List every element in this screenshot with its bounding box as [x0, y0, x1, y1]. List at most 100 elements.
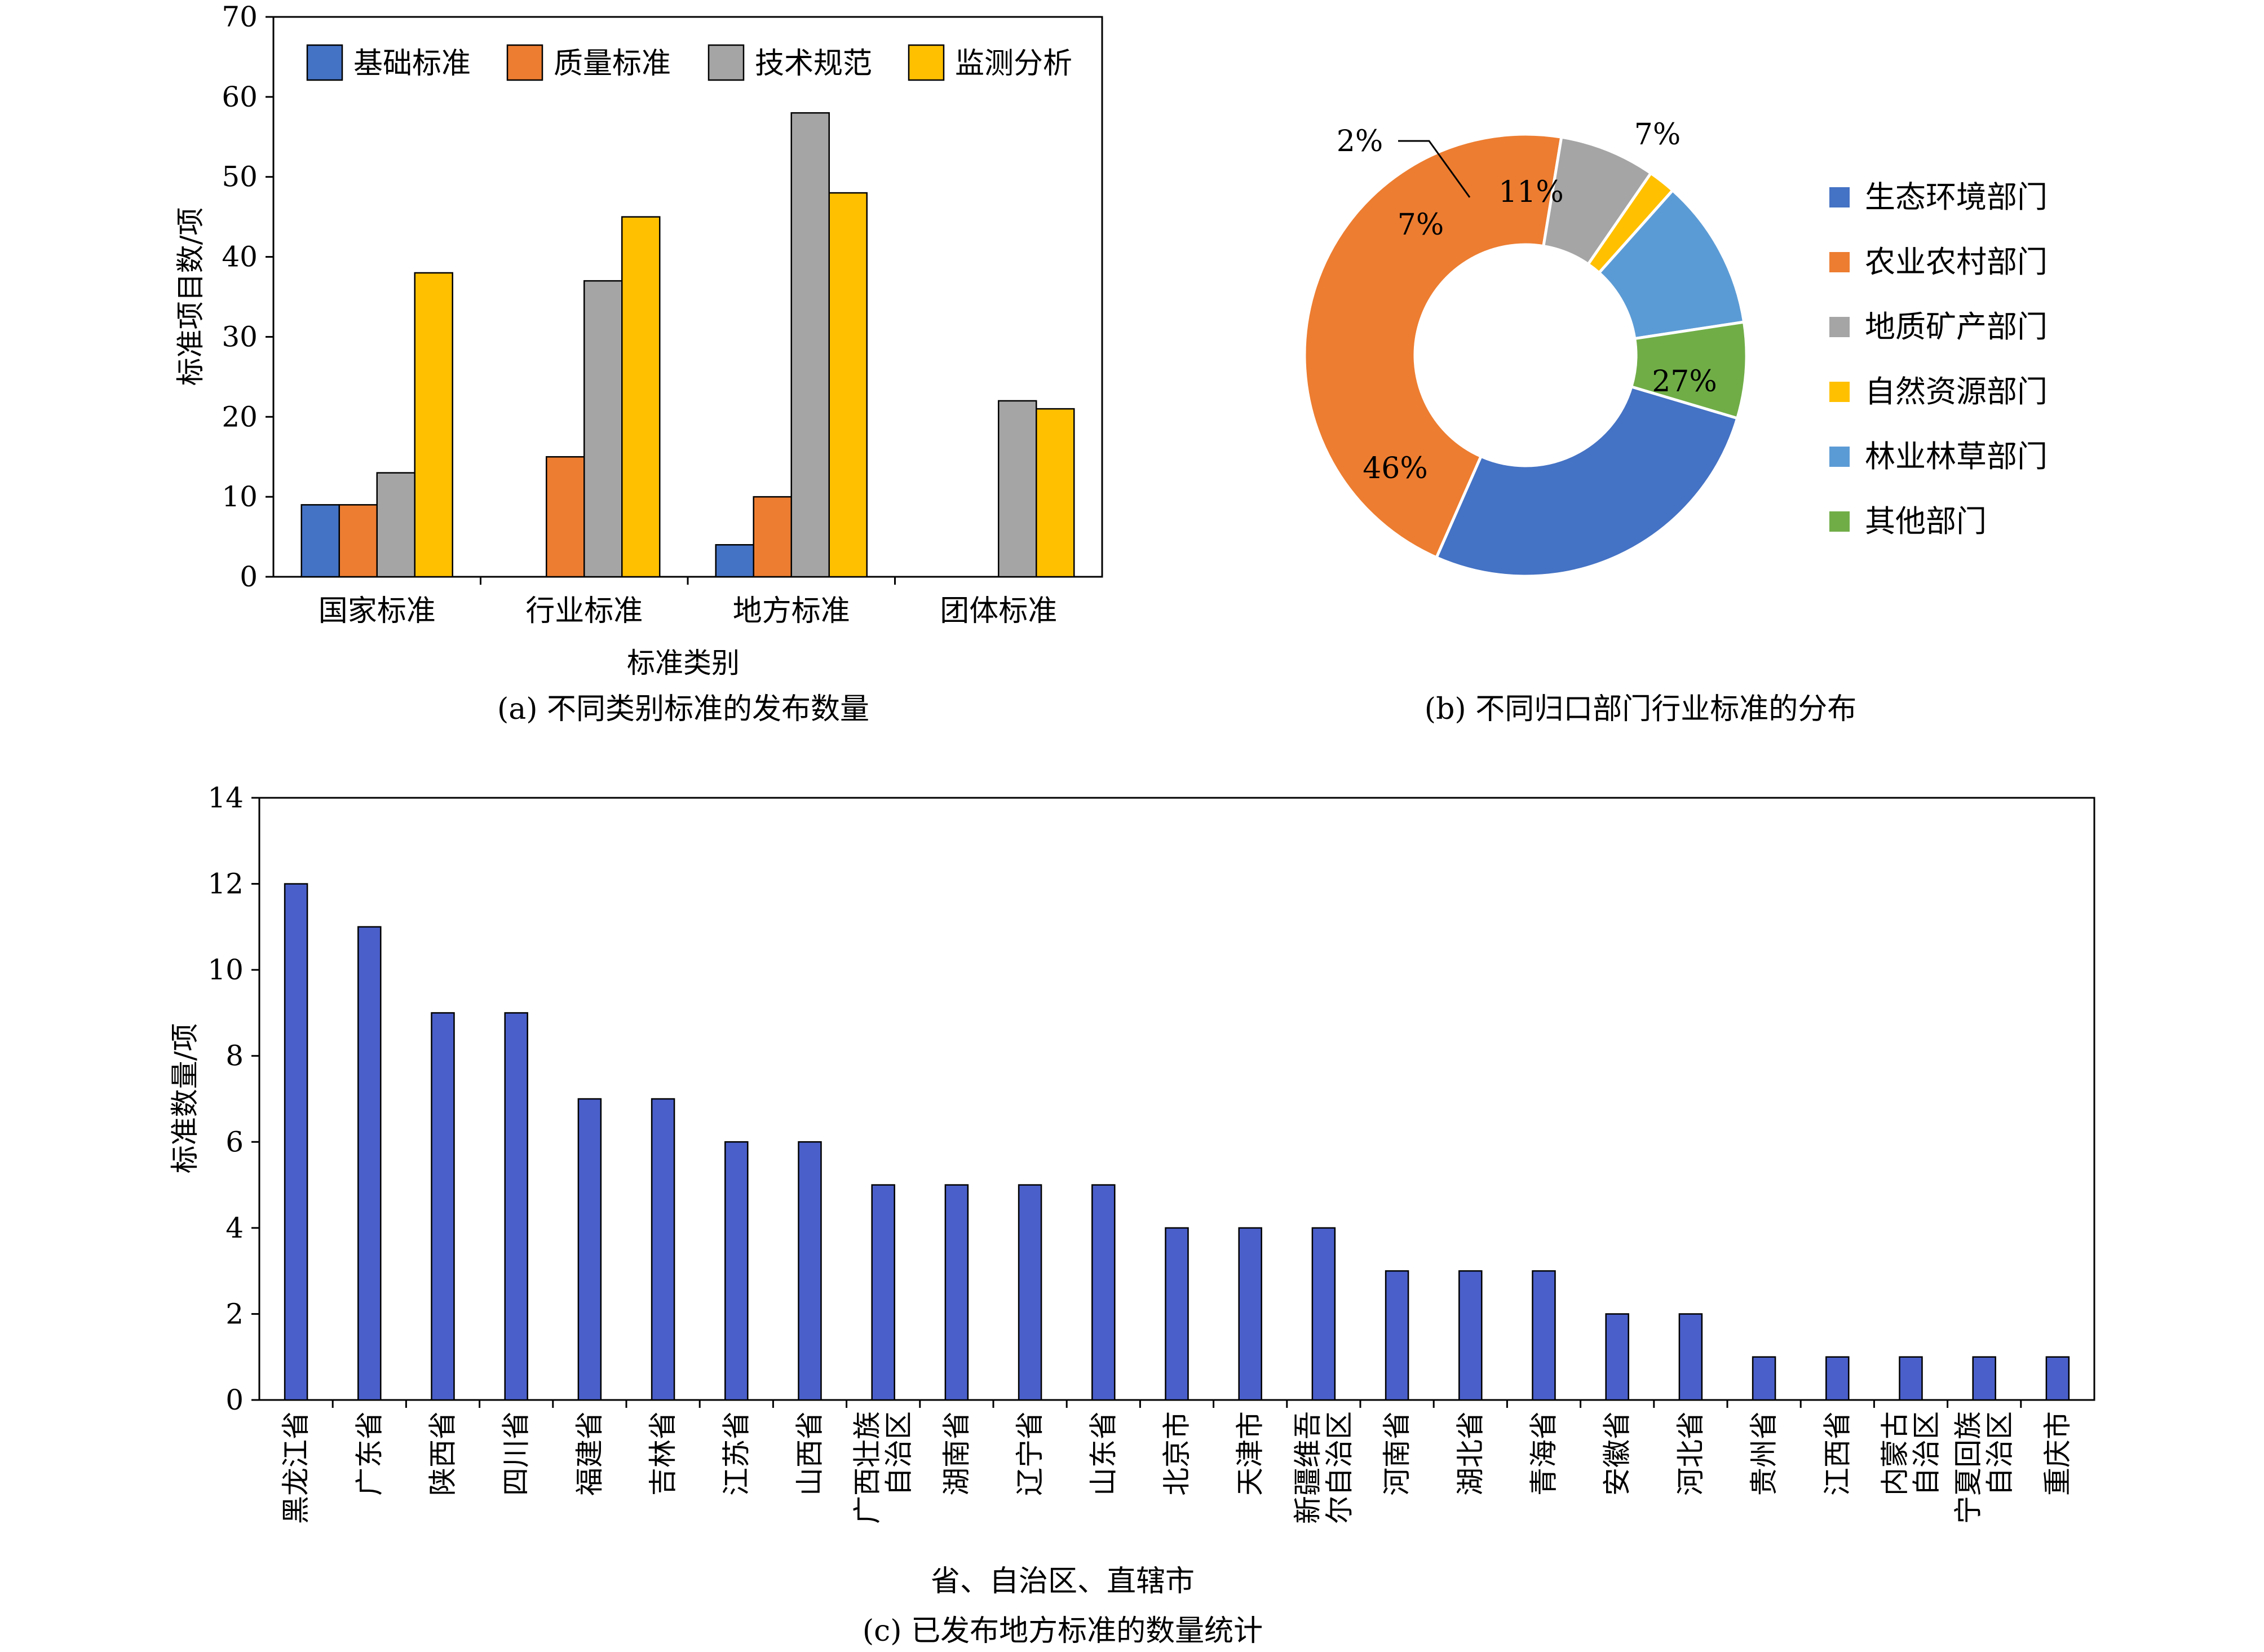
panel-b-legend-label: 农业农村部门	[1865, 244, 2048, 280]
panel-b-legend-label: 林业林草部门	[1865, 439, 2048, 474]
panel-a-bar	[753, 496, 792, 578]
panel-c-bar	[1091, 1184, 1116, 1401]
panel-c-category-label: 河南省	[1381, 1411, 1413, 1496]
panel-a-ylabel: 标准项目数/项	[174, 207, 207, 386]
panel-c-xlabel: 省、自治区、直辖市	[931, 1565, 1195, 1598]
panel-b-legend-swatch	[1829, 317, 1850, 337]
panel-c-category-label: 尔自治区	[1323, 1411, 1356, 1524]
panel-c-bar	[431, 1012, 455, 1401]
panel-c-category-label: 山东省	[1087, 1411, 1120, 1496]
panel-b-percent-label: 46%	[1363, 452, 1428, 485]
panel-c-category-label: 青海省	[1528, 1411, 1560, 1496]
panel-a-ytick-label: 40	[222, 241, 258, 273]
panel-a-bar	[828, 192, 868, 578]
panel-b-slice	[1303, 132, 1563, 560]
panel-c-ytick-label: 6	[225, 1125, 244, 1158]
panel-a-legend-swatch	[908, 44, 945, 81]
panel-b-legend-swatch	[1829, 187, 1850, 207]
panel-c-bar	[1165, 1227, 1189, 1401]
panel-b-legend-label: 其他部门	[1865, 503, 1987, 539]
panel-a-ytick-label: 0	[240, 560, 258, 593]
panel-c-bar	[1972, 1356, 1996, 1401]
panel-b-legend-swatch	[1829, 382, 1850, 402]
panel-c-bar	[577, 1098, 602, 1401]
panel-c-category-label: 天津市	[1234, 1411, 1267, 1496]
panel-c-category-label: 自治区	[1984, 1411, 2017, 1496]
panel-b-legend-label: 生态环境部门	[1865, 179, 2048, 215]
panel-a-bar	[1036, 408, 1075, 578]
panel-a-bar	[338, 504, 378, 578]
panel-c-caption: (c) 已发布地方标准的数量统计	[863, 1614, 1263, 1648]
panel-b-donut-chart: (b) 不同归口部门行业标准的分布 27% 46% 7% 11% 2% 7% 生态环境部门农…	[1303, 118, 2048, 726]
panel-a-legend-label: 监测分析	[955, 47, 1072, 81]
panel-c-bar	[1899, 1356, 1923, 1401]
panel-a-legend-label: 基础标准	[353, 47, 471, 81]
panel-b-legend-swatch	[1829, 252, 1850, 272]
panel-c-category-label: 江西省	[1821, 1411, 1854, 1496]
panel-c-category-label: 自治区	[1911, 1411, 1943, 1496]
panel-a-legend-swatch	[708, 44, 745, 81]
panel-c-bar	[2045, 1356, 2070, 1401]
panel-c-bar	[1458, 1270, 1483, 1401]
panel-c-ytick-label: 4	[225, 1212, 244, 1244]
panel-c-bar	[1238, 1227, 1262, 1401]
panel-c-category-label: 福建省	[573, 1411, 606, 1496]
panel-b-legend-label: 自然资源部门	[1865, 374, 2048, 409]
panel-c-bar	[944, 1184, 969, 1401]
panel-a-bar	[621, 216, 661, 578]
panel-c-bar	[357, 926, 382, 1401]
panel-a-caption: (a) 不同类别标准的发布数量	[497, 692, 869, 726]
panel-b-slice	[1597, 188, 1746, 341]
panel-b-slice	[1434, 385, 1739, 578]
panel-c-category-label: 宁夏回族	[1952, 1411, 1985, 1524]
panel-c-ytick-label: 12	[207, 868, 244, 900]
panel-c-category-label: 广东省	[353, 1411, 386, 1496]
panel-b-leader-line	[1398, 140, 1471, 198]
panel-b-percent-label: 11%	[1498, 175, 1564, 209]
panel-c-bar	[1825, 1356, 1850, 1401]
panel-c-bar	[1752, 1356, 1776, 1401]
panel-a-bar	[790, 112, 830, 578]
panel-b-legend-swatch	[1829, 511, 1850, 532]
panel-c-category-label: 广西壮族	[851, 1411, 884, 1524]
panel-a-ytick-label: 60	[222, 81, 258, 113]
panel-c-category-label: 黑龙江省	[280, 1411, 312, 1524]
panel-c-bar	[1385, 1270, 1409, 1401]
panel-a-legend-label: 质量标准	[554, 47, 671, 81]
panel-c-category-label: 陕西省	[427, 1411, 459, 1496]
panel-b-percent-label: 27%	[1652, 365, 1717, 399]
panel-b-slice	[1629, 320, 1748, 420]
panel-c-category-label: 河北省	[1674, 1411, 1707, 1496]
panel-c-category-label: 湖南省	[940, 1411, 973, 1496]
panel-a-legend-swatch	[306, 44, 343, 81]
panel-c-category-label: 江苏省	[720, 1411, 753, 1496]
panel-a-category-label: 行业标准	[525, 594, 643, 628]
panel-c-category-label: 四川省	[500, 1411, 533, 1496]
panel-c-bar	[1532, 1270, 1556, 1401]
panel-c-category-label: 北京市	[1161, 1411, 1193, 1496]
panel-a-bar	[376, 472, 415, 578]
panel-a-bar	[715, 544, 754, 578]
panel-b-legend-swatch	[1829, 447, 1850, 467]
panel-c-category-label: 重庆市	[2041, 1411, 2074, 1496]
panel-c-bar-chart: 省、自治区、直辖市 标准数量/项 (c) 已发布地方标准的数量统计 0 2 4 6 8 1…	[169, 781, 2095, 1648]
panel-a-legend-swatch	[506, 44, 543, 81]
panel-b-percent-label: 7%	[1398, 208, 1444, 242]
panel-c-bar	[871, 1184, 895, 1401]
panel-a-bar-chart: 标准类别 标准项目数/项 (a) 不同类别标准的发布数量 0 10 20 30 40 50…	[174, 1, 1103, 726]
panel-a-ytick-label: 20	[222, 400, 258, 433]
panel-a-ytick-label: 50	[222, 161, 258, 193]
panel-b-percent-label: 2%	[1337, 125, 1383, 158]
panel-c-category-label: 新疆维吾	[1292, 1411, 1324, 1524]
panel-a-bar	[414, 272, 453, 578]
panel-c-bar	[284, 883, 308, 1401]
panel-c-category-label: 辽宁省	[1014, 1411, 1046, 1496]
panel-a-category-label: 团体标准	[940, 594, 1057, 628]
panel-a-legend-label: 技术规范	[755, 47, 872, 81]
panel-c-bar	[504, 1012, 528, 1401]
panel-c-bar	[798, 1141, 822, 1401]
panel-c-bar	[1018, 1184, 1042, 1401]
panel-c-ytick-label: 2	[225, 1297, 244, 1330]
panel-a-xlabel: 标准类别	[627, 647, 740, 679]
